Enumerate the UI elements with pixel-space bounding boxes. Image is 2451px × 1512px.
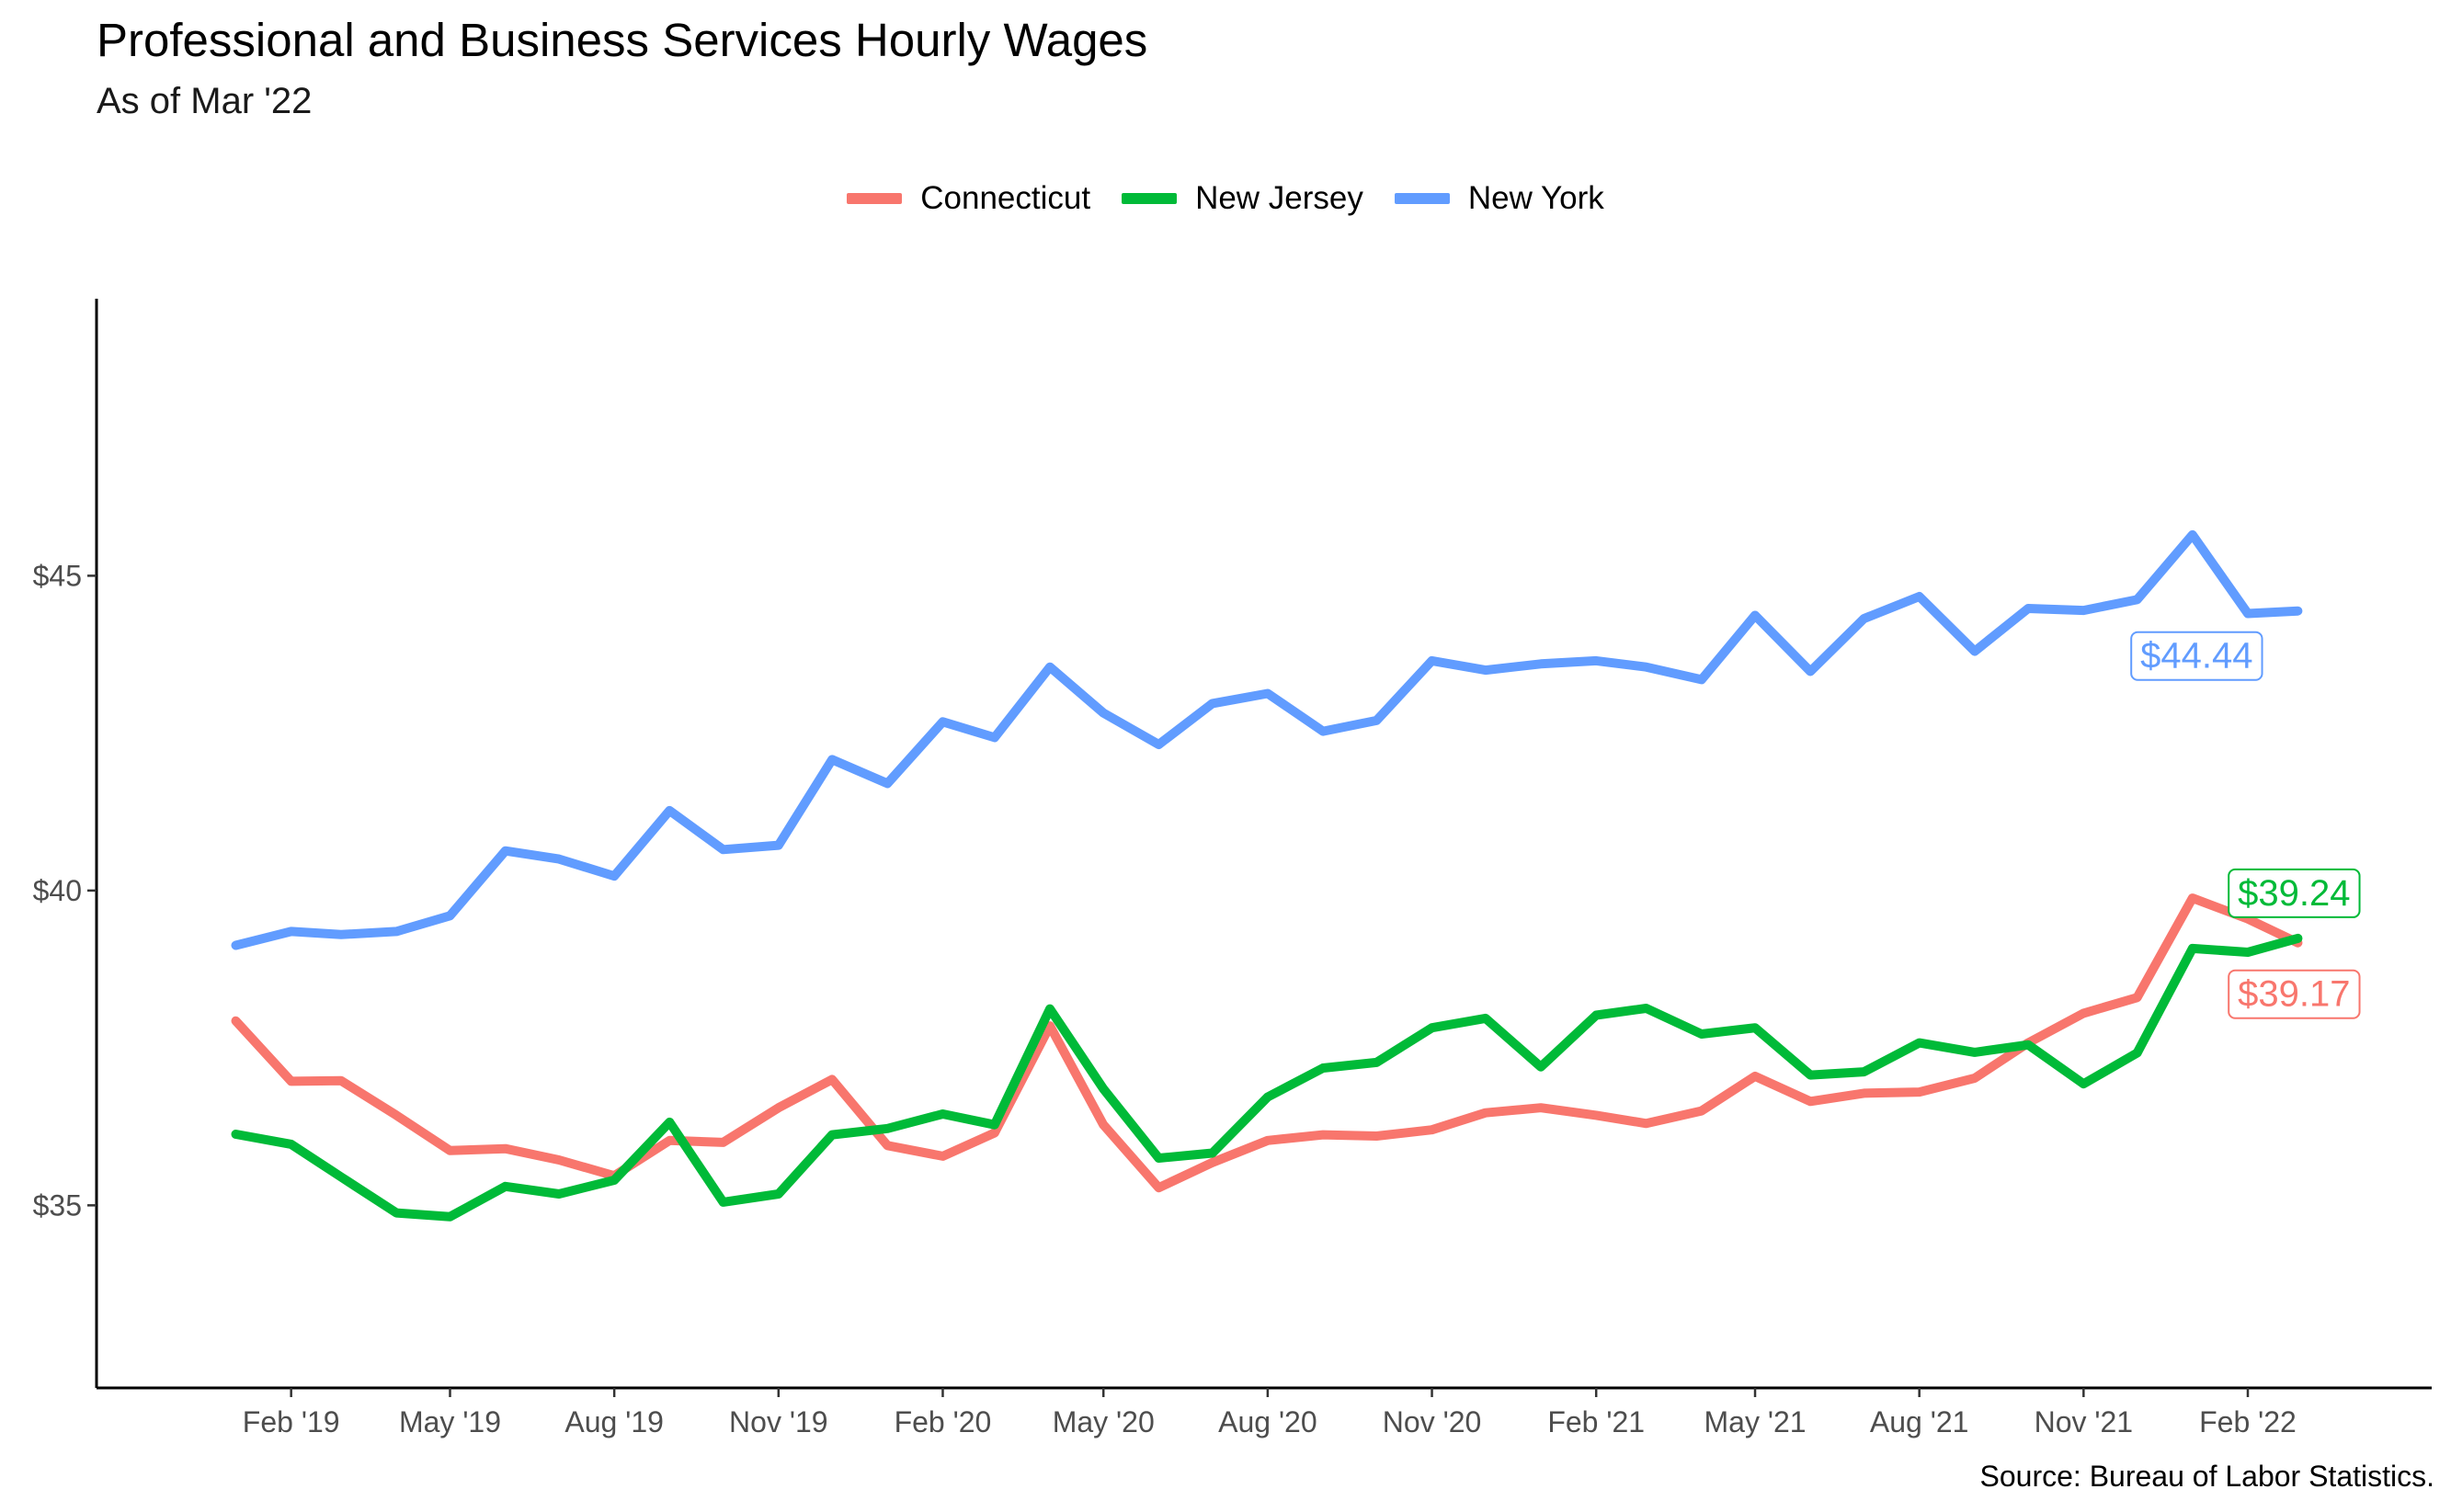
legend-label-new-jersey: New Jersey bbox=[1195, 180, 1363, 216]
x-tick-label: May '21 bbox=[1704, 1405, 1806, 1438]
chart-subtitle: As of Mar '22 bbox=[97, 81, 313, 121]
end-label-connecticut: $39.17 bbox=[2228, 969, 2361, 1019]
end-label-text: $39.17 bbox=[2238, 974, 2350, 1015]
x-tick-label: Nov '20 bbox=[1383, 1405, 1482, 1438]
x-tick-label: May '19 bbox=[399, 1405, 501, 1438]
x-tick-label: Aug '20 bbox=[1218, 1405, 1317, 1438]
series-line-connecticut bbox=[231, 893, 2303, 1193]
legend-item-new-york: New York bbox=[1394, 180, 1604, 217]
x-tick-label: Aug '19 bbox=[564, 1405, 664, 1438]
legend-label-connecticut: Connecticut bbox=[920, 180, 1091, 216]
y-tick-label: $40 bbox=[33, 874, 82, 907]
legend-label-new-york: New York bbox=[1467, 180, 1604, 216]
chart-title: Professional and Business Services Hourl… bbox=[97, 14, 1148, 66]
x-tick-label: Aug '21 bbox=[1870, 1405, 1969, 1438]
end-label-new-york: $44.44 bbox=[2130, 631, 2263, 681]
series-line-new-jersey bbox=[231, 933, 2303, 1222]
x-tick-label: Nov '19 bbox=[729, 1405, 828, 1438]
x-tick-label: Feb '20 bbox=[895, 1405, 992, 1438]
end-label-box bbox=[2228, 969, 2361, 1019]
source-caption: Source: Bureau of Labor Statistics. bbox=[1979, 1460, 2434, 1493]
x-tick-label: Nov '21 bbox=[2035, 1405, 2134, 1438]
end-label-box bbox=[2130, 631, 2263, 681]
legend-item-connecticut: Connecticut bbox=[847, 180, 1090, 217]
end-label-box bbox=[2228, 868, 2361, 918]
x-tick-label: Feb '19 bbox=[243, 1405, 340, 1438]
end-label-text: $44.44 bbox=[2140, 636, 2252, 676]
end-label-text: $39.24 bbox=[2238, 873, 2350, 914]
x-tick-label: Feb '21 bbox=[1547, 1405, 1645, 1438]
end-label-new-jersey: $39.24 bbox=[2228, 868, 2361, 918]
series-line-new-york bbox=[231, 529, 2303, 950]
y-tick-label: $45 bbox=[33, 559, 82, 592]
legend-key-connecticut bbox=[847, 193, 903, 204]
x-tick-label: Feb '22 bbox=[2199, 1405, 2297, 1438]
legend: Connecticut New Jersey New York bbox=[0, 180, 2451, 217]
legend-key-new-jersey bbox=[1122, 193, 1178, 204]
x-tick-label: May '20 bbox=[1053, 1405, 1155, 1438]
y-tick-label: $35 bbox=[33, 1188, 82, 1222]
legend-item-new-jersey: New Jersey bbox=[1122, 180, 1363, 217]
legend-key-new-york bbox=[1394, 193, 1450, 204]
